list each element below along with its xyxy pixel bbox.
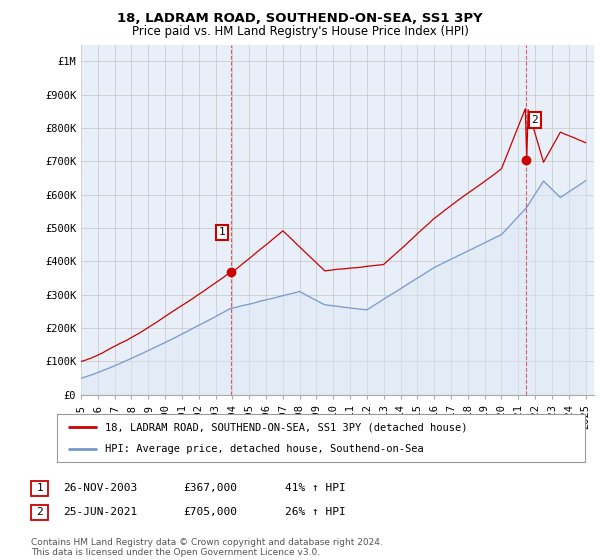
Text: 26-NOV-2003: 26-NOV-2003 [63,483,137,493]
Text: 1: 1 [36,483,43,493]
Text: 26% ↑ HPI: 26% ↑ HPI [285,507,346,517]
Text: Contains HM Land Registry data © Crown copyright and database right 2024.
This d: Contains HM Land Registry data © Crown c… [31,538,383,557]
Text: £705,000: £705,000 [183,507,237,517]
Text: HPI: Average price, detached house, Southend-on-Sea: HPI: Average price, detached house, Sout… [104,444,423,454]
Text: 41% ↑ HPI: 41% ↑ HPI [285,483,346,493]
Text: Price paid vs. HM Land Registry's House Price Index (HPI): Price paid vs. HM Land Registry's House … [131,25,469,38]
Text: £367,000: £367,000 [183,483,237,493]
Text: 2: 2 [36,507,43,517]
Text: 1: 1 [219,227,226,237]
Text: 2: 2 [532,115,538,125]
Text: 18, LADRAM ROAD, SOUTHEND-ON-SEA, SS1 3PY: 18, LADRAM ROAD, SOUTHEND-ON-SEA, SS1 3P… [117,12,483,25]
Text: 18, LADRAM ROAD, SOUTHEND-ON-SEA, SS1 3PY (detached house): 18, LADRAM ROAD, SOUTHEND-ON-SEA, SS1 3P… [104,422,467,432]
Text: 25-JUN-2021: 25-JUN-2021 [63,507,137,517]
